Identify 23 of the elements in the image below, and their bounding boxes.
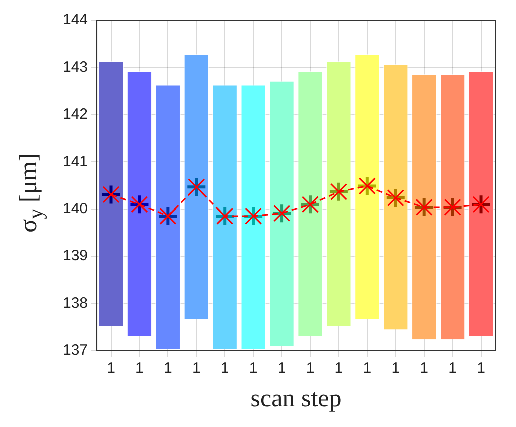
x-tick-label: 1 bbox=[192, 360, 201, 378]
x-tick-label: 1 bbox=[392, 360, 400, 378]
x-tick-label: 1 bbox=[306, 360, 315, 378]
x-tick-label: 1 bbox=[334, 360, 344, 378]
x-tick-label: 1 bbox=[136, 360, 144, 378]
y-tick-label: 144 bbox=[62, 12, 88, 29]
x-axis-title: scan step bbox=[250, 386, 342, 413]
y-tick-label: 140 bbox=[62, 200, 88, 218]
x-tick-label: 1 bbox=[220, 360, 230, 378]
y-tick-label: 142 bbox=[62, 106, 88, 124]
y-tick-label: 143 bbox=[62, 58, 88, 76]
x-tick-label: 1 bbox=[420, 360, 429, 378]
x-tick-label: 1 bbox=[164, 360, 172, 378]
y-tick-label: 137 bbox=[62, 342, 88, 360]
x-tick-label: 1 bbox=[278, 360, 286, 378]
x-tick-label: 1 bbox=[249, 360, 258, 378]
x-tick-label: 1 bbox=[107, 360, 116, 378]
y-tick-label: 139 bbox=[62, 248, 88, 265]
x-tick-label: 1 bbox=[477, 360, 486, 378]
x-tick-label: 1 bbox=[363, 360, 372, 378]
y-tick-label: 138 bbox=[62, 294, 88, 312]
y-tick-label: 141 bbox=[62, 153, 88, 170]
x-tick-label: 1 bbox=[448, 360, 457, 378]
